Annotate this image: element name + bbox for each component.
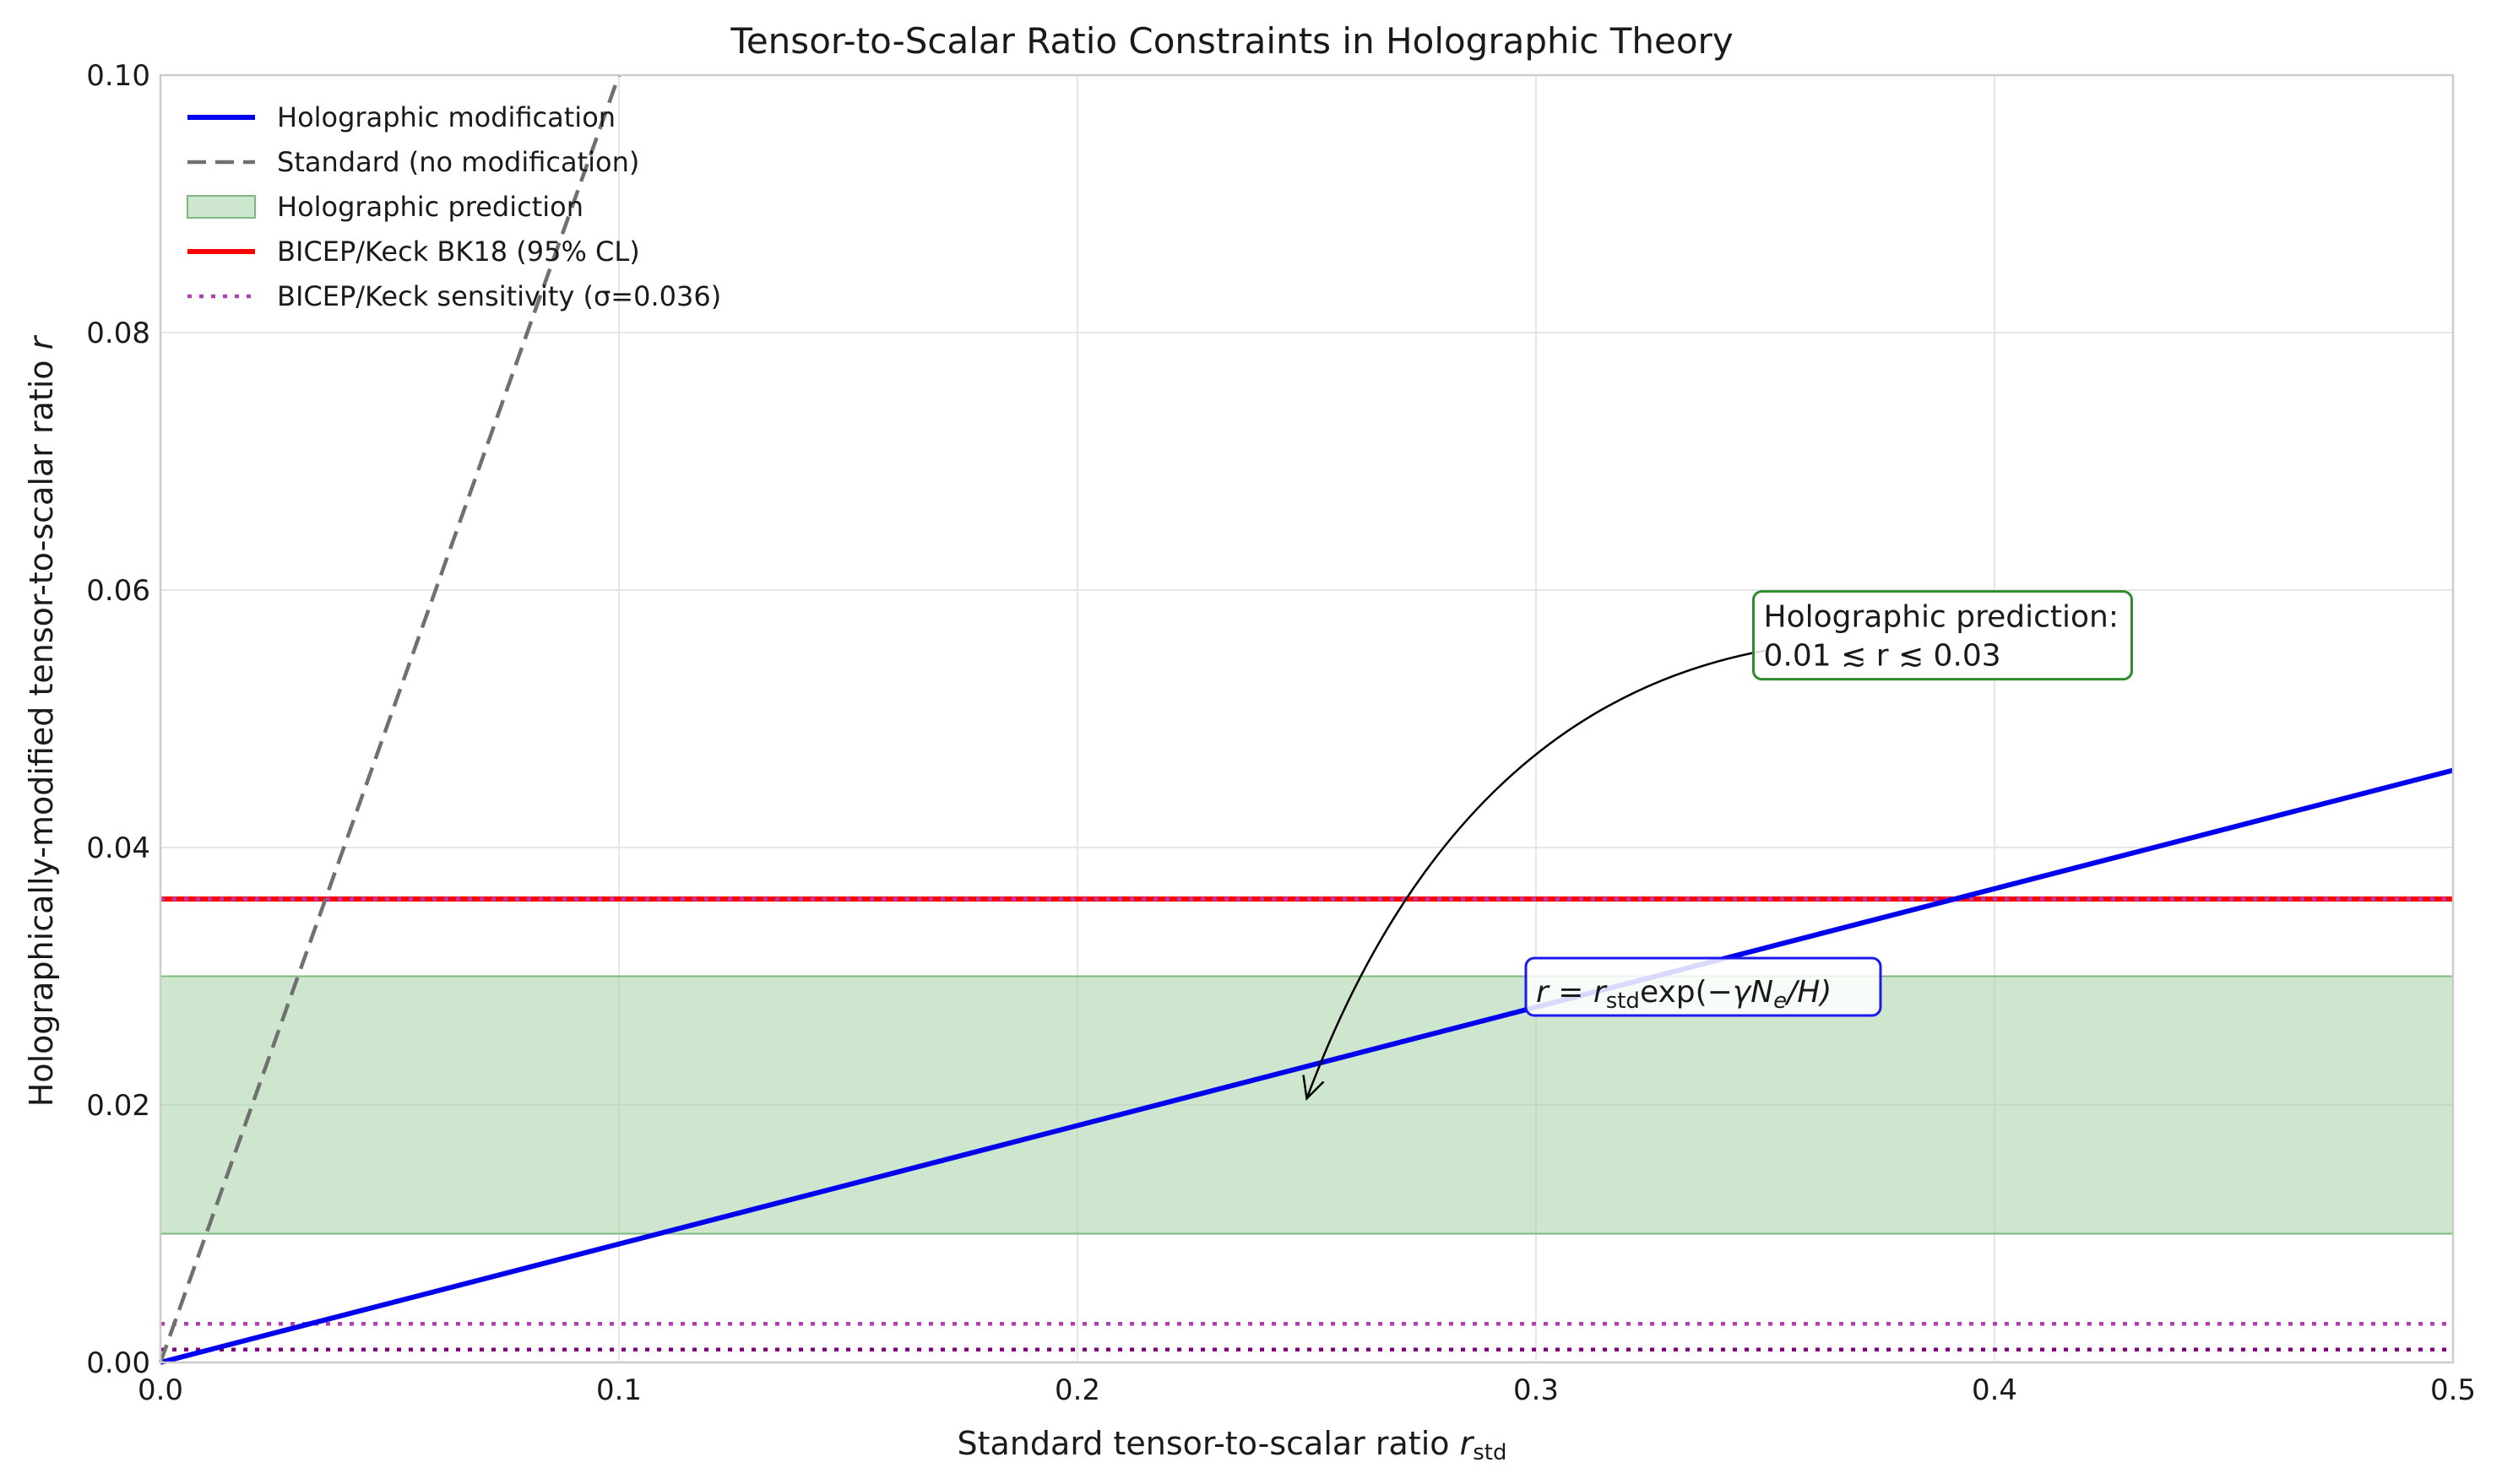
- x-tick-label-4: 0.4: [1972, 1373, 2017, 1407]
- prediction-annotation-title: Holographic prediction:: [1764, 600, 2119, 635]
- y-tick-label-3: 0.06: [86, 574, 150, 608]
- legend: Holographic modification Standard (no mod…: [187, 101, 721, 312]
- series-line-0: [160, 767, 2454, 1365]
- series-line-1: [158, 74, 621, 1363]
- prediction-band-0: [160, 975, 2454, 1235]
- x-tick-label-3: 0.3: [1513, 1373, 1559, 1407]
- x-axis-label: Standard tensor-to-scalar ratio rstd: [958, 1425, 1507, 1465]
- legend-label-4: BICEP/Keck sensitivity (σ=0.036): [277, 280, 721, 312]
- prediction-annotation-range: 0.01 ≲ r ≲ 0.03: [1764, 639, 2001, 674]
- prediction-annotation-box: [1752, 590, 2133, 681]
- formula-annotation: r = rstdexp(−γNe/H): [1536, 975, 1832, 1014]
- legend-label-3: BICEP/Keck BK18 (95% CL): [277, 236, 640, 268]
- y-axis-ticks: 0.00 0.02 0.04 0.06 0.08 0.10: [86, 59, 150, 1380]
- x-tick-label-5: 0.5: [2430, 1373, 2476, 1407]
- y-axis-label: Holographically-modified tensor-to-scala…: [23, 334, 60, 1107]
- annotation-arrow: [1305, 649, 1766, 1099]
- plot-frame: [159, 73, 2455, 1364]
- x-tick-label-1: 0.1: [596, 1373, 642, 1407]
- y-tick-label-1: 0.02: [86, 1089, 150, 1123]
- x-tick-label-0: 0.0: [138, 1373, 183, 1407]
- y-tick-label-4: 0.08: [86, 317, 150, 350]
- annotation-arrow-head: [1302, 1075, 1325, 1102]
- legend-label-2: Holographic prediction: [277, 191, 583, 223]
- x-tick-label-2: 0.2: [1055, 1373, 1100, 1407]
- legend-label-0: Holographic modification: [277, 101, 616, 133]
- series-layer: [158, 74, 2454, 1365]
- x-axis-ticks: 0.0 0.1 0.2 0.3 0.4 0.5: [138, 1373, 2476, 1407]
- y-tick-label-5: 0.10: [86, 59, 150, 93]
- plot-border: [159, 73, 2455, 1364]
- annotation-layer: Holographic prediction: 0.01 ≲ r ≲ 0.03 r …: [1302, 590, 2133, 1102]
- legend-label-1: Standard (no modification): [277, 146, 639, 178]
- formula-annotation-box: [1524, 956, 1882, 1017]
- chart-title: Tensor-to-Scalar Ratio Constraints in Ho…: [730, 20, 1733, 62]
- y-tick-label-0: 0.00: [86, 1346, 150, 1380]
- legend-swatch-2: [187, 195, 256, 219]
- y-tick-label-2: 0.04: [86, 831, 150, 865]
- prediction-band-layer: [160, 975, 2454, 1235]
